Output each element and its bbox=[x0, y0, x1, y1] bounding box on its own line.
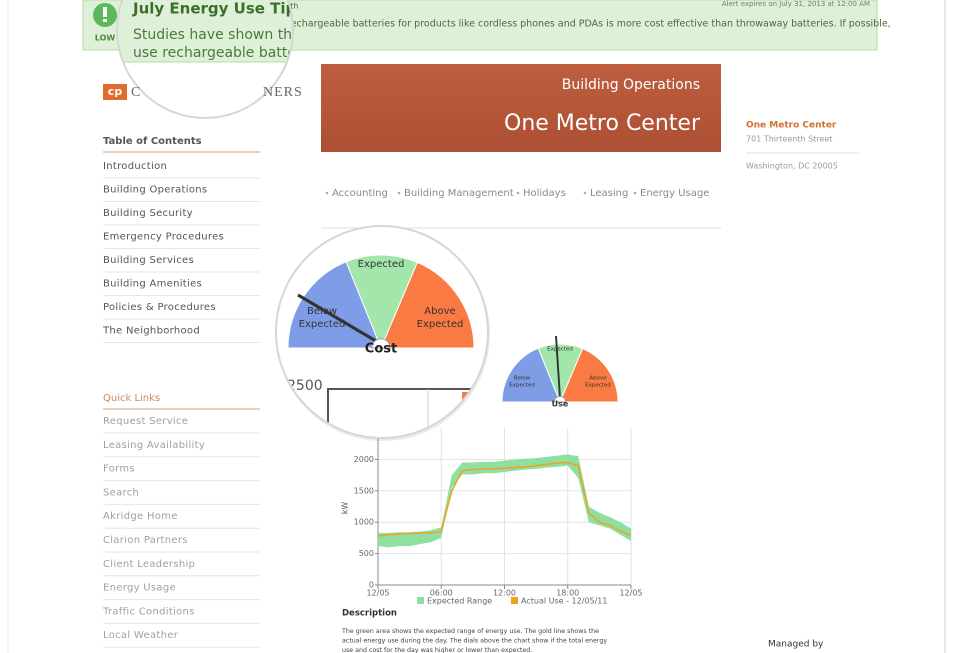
quick-link[interactable]: Search bbox=[103, 487, 139, 498]
nav-link[interactable]: Accounting bbox=[332, 188, 388, 199]
address-city: Washington, DC 20005 bbox=[746, 162, 838, 171]
nav-bullet bbox=[583, 191, 587, 195]
gauge-needle bbox=[555, 335, 561, 399]
header-building: One Metro Center bbox=[504, 111, 701, 136]
header-section: Building Operations bbox=[562, 77, 700, 93]
y-tick-fragment: 2500 bbox=[287, 378, 323, 394]
gauge-label: Below bbox=[514, 376, 531, 382]
gauge-label: Above bbox=[424, 306, 455, 317]
gauge-sector bbox=[345, 254, 418, 350]
gauge-label: Expected bbox=[417, 319, 464, 330]
alert-text-magnified: Studies have shown th bbox=[133, 27, 292, 43]
quick-link[interactable]: Clarion Partners bbox=[103, 535, 188, 546]
toc-link[interactable]: Emergency Procedures bbox=[103, 232, 224, 243]
description-text: The green area shows the expected range … bbox=[341, 628, 599, 635]
gauge-label: Expected bbox=[509, 383, 535, 389]
gauge-sector bbox=[380, 261, 475, 349]
magnifier-ring bbox=[275, 225, 489, 439]
gauge-label: Expected bbox=[547, 347, 573, 353]
managed-by: Managed by bbox=[768, 640, 824, 650]
alert-expires: Alert expires on July 31, 2013 at 12:00 … bbox=[722, 0, 870, 8]
logo-text: C bbox=[131, 85, 140, 100]
alert-icon bbox=[93, 3, 117, 27]
header-banner bbox=[321, 64, 721, 152]
y-tick-label: 0 bbox=[369, 581, 374, 590]
address-street: 701 Thirteenth Street bbox=[746, 135, 832, 144]
gauge-label: Above bbox=[589, 376, 607, 382]
toc-link[interactable]: The Neighborhood bbox=[102, 326, 200, 337]
gauge-label: Expected bbox=[585, 383, 611, 389]
quick-link[interactable]: Traffic Conditions bbox=[102, 606, 195, 617]
quick-link[interactable]: Request Service bbox=[103, 416, 188, 427]
gauge-label: Expected bbox=[358, 259, 405, 270]
toc-link[interactable]: Building Amenities bbox=[103, 279, 202, 290]
quick-links-heading: Quick Links bbox=[103, 393, 160, 404]
gauge-label: Below bbox=[307, 306, 337, 317]
gauge-sector bbox=[559, 347, 619, 403]
toc-link[interactable]: Building Services bbox=[103, 255, 194, 266]
description-heading: Description bbox=[342, 609, 397, 619]
toc-link[interactable]: Building Operations bbox=[103, 185, 207, 196]
y-axis-label: kW bbox=[341, 502, 350, 515]
legend-label: Expected Range bbox=[427, 597, 492, 606]
gauge-sector bbox=[501, 347, 561, 403]
quick-link[interactable]: Forms bbox=[103, 464, 135, 475]
magnifier-ring bbox=[116, 0, 294, 119]
alert-subtitle: nth bbox=[285, 2, 298, 11]
nav-link[interactable]: Building Management bbox=[404, 188, 514, 199]
toc-heading: Table of Contents bbox=[103, 136, 202, 147]
logo-mark-box bbox=[103, 84, 127, 100]
legend-label: Actual Use - 12/05/11 bbox=[521, 597, 607, 606]
gauge-sector bbox=[287, 261, 382, 349]
y-tick-label: 500 bbox=[359, 549, 374, 558]
y-tick-label: 2000 bbox=[354, 455, 374, 464]
alert-title: July Energy Use Tip bbox=[132, 0, 297, 18]
legend-swatch bbox=[417, 597, 424, 604]
x-tick-label: 12/05 bbox=[366, 589, 389, 598]
gauge-label: Expected bbox=[299, 319, 346, 330]
nav-link[interactable]: Energy Usage bbox=[640, 188, 709, 199]
nav-bullet bbox=[397, 191, 401, 195]
nav-bullet bbox=[633, 191, 637, 195]
quick-link[interactable]: Akridge Home bbox=[103, 511, 178, 522]
expected-range-area bbox=[378, 454, 631, 548]
quick-link[interactable]: Client Leadership bbox=[103, 559, 195, 570]
quick-link[interactable]: Local Weather bbox=[103, 630, 179, 641]
y-tick-label: 1000 bbox=[354, 518, 374, 527]
gauge-needle bbox=[297, 293, 382, 346]
description-text: use and cost for the day was higher or l… bbox=[342, 647, 532, 653]
logo-mark: cp bbox=[108, 85, 123, 98]
address-name: One Metro Center bbox=[746, 121, 837, 131]
alert-level: LOW bbox=[95, 34, 116, 43]
nav-link[interactable]: Leasing bbox=[590, 188, 628, 199]
x-tick-label: 12/05 bbox=[619, 589, 642, 598]
toc-link[interactable]: Building Security bbox=[103, 208, 193, 219]
x-tick-label: 18:00 bbox=[556, 589, 579, 598]
nav-bullet bbox=[325, 191, 329, 195]
x-tick-label: 06:00 bbox=[430, 589, 453, 598]
legend-swatch bbox=[511, 597, 518, 604]
alert-text-magnified: use rechargeable batte bbox=[133, 45, 296, 61]
y-tick-label: 1500 bbox=[354, 486, 374, 495]
gauge-label: Use bbox=[552, 400, 569, 409]
alert-text: rechargeable batteries for products like… bbox=[287, 19, 891, 30]
x-tick-label: 12:00 bbox=[493, 589, 516, 598]
magnifier: July Energy Use Tip Studies have shown th… bbox=[117, 0, 297, 118]
toc-link[interactable]: Introduction bbox=[103, 161, 167, 172]
actual-use-line bbox=[377, 461, 632, 537]
gauge-hub bbox=[553, 395, 567, 403]
description-text: actual energy use during the day. The di… bbox=[342, 638, 607, 645]
gauge-hub bbox=[371, 338, 391, 349]
toc-link[interactable]: Policies & Procedures bbox=[103, 302, 216, 313]
logo-text: NERS bbox=[263, 85, 303, 100]
gauge-label: Cost bbox=[365, 342, 397, 357]
quick-link[interactable]: Energy Usage bbox=[103, 583, 176, 594]
quick-link[interactable]: Leasing Availability bbox=[103, 440, 205, 451]
nav-link[interactable]: Holidays bbox=[523, 188, 566, 199]
nav-bullet bbox=[516, 191, 520, 195]
